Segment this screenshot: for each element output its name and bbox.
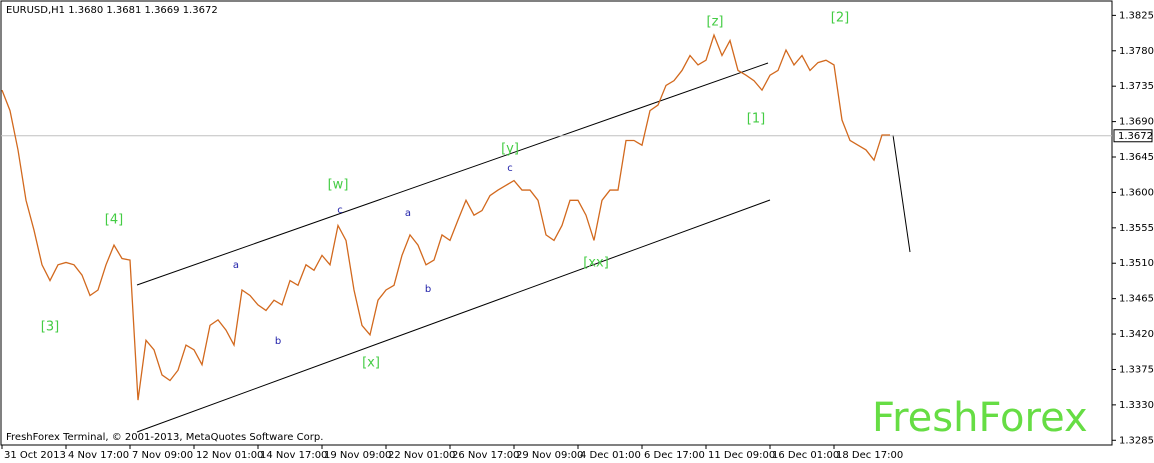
x-tick-label: 14 Nov 17:00 <box>260 450 327 461</box>
x-tick-label: 29 Nov 09:00 <box>516 450 583 461</box>
last-price-box <box>1113 129 1153 143</box>
x-tick-label: 31 Oct 2013 <box>4 450 66 461</box>
last-price-label: 1.3672 <box>1118 131 1153 142</box>
x-tick-label: 7 Nov 09:00 <box>132 450 193 461</box>
y-tick-label: 1.3600 <box>1119 187 1154 198</box>
x-tick-label: 18 Dec 17:00 <box>836 450 903 461</box>
y-tick-label: 1.3330 <box>1119 400 1154 411</box>
x-tick-label: 22 Nov 01:00 <box>388 450 455 461</box>
channel-lower <box>136 199 771 433</box>
wave-label: b <box>275 336 281 347</box>
wave-label: [2] <box>831 11 849 26</box>
x-tick-label: 19 Nov 09:00 <box>324 450 391 461</box>
y-tick-label: 1.3645 <box>1119 152 1154 163</box>
x-tick-label: 12 Nov 01:00 <box>196 450 263 461</box>
wave-label: [xx] <box>583 256 609 271</box>
x-tick-label: 4 Nov 17:00 <box>68 450 129 461</box>
y-tick-label: 1.3465 <box>1119 294 1154 305</box>
y-tick-label: 1.3690 <box>1119 117 1154 128</box>
wave-label: [3] <box>41 320 59 335</box>
y-tick-label: 1.3555 <box>1119 223 1154 234</box>
y-tick-label: 1.3735 <box>1119 81 1154 92</box>
y-tick-label: 1.3375 <box>1119 364 1154 375</box>
x-tick-label: 4 Dec 01:00 <box>580 450 641 461</box>
y-tick-label: 1.3285 <box>1119 435 1154 446</box>
y-tick-label: 1.3825 <box>1119 10 1154 21</box>
wave-label: c <box>507 163 513 174</box>
wave-label: b <box>425 284 431 295</box>
wave-label: c <box>337 205 343 216</box>
x-tick-label: 26 Nov 17:00 <box>452 450 519 461</box>
wave-label: [1] <box>747 112 765 127</box>
price-line <box>1 33 890 401</box>
x-tick-label: 16 Dec 01:00 <box>772 450 839 461</box>
wave-label: a <box>405 208 411 219</box>
y-tick-label: 1.3510 <box>1119 258 1154 269</box>
x-tick-label: 6 Dec 17:00 <box>644 450 705 461</box>
channel-upper <box>136 62 769 286</box>
x-tick-label: 11 Dec 09:00 <box>708 450 775 461</box>
wave-label: a <box>233 260 239 271</box>
y-tick-label: 1.3420 <box>1119 329 1154 340</box>
chart-title: EURUSD,H1 1.3680 1.3681 1.3669 1.3672 <box>6 5 218 16</box>
wave-label: [x] <box>362 356 380 371</box>
plot-frame <box>0 0 1113 446</box>
watermark: FreshForex <box>872 395 1088 441</box>
wave-label: [z] <box>707 15 724 30</box>
wave-label: [w] <box>328 178 349 193</box>
wave-label: [4] <box>105 213 123 228</box>
wave-label: [y] <box>501 142 519 157</box>
footer: FreshForex Terminal, © 2001-2013, MetaQu… <box>6 432 323 443</box>
y-tick-label: 1.3780 <box>1119 46 1154 57</box>
projection-line <box>892 134 911 253</box>
